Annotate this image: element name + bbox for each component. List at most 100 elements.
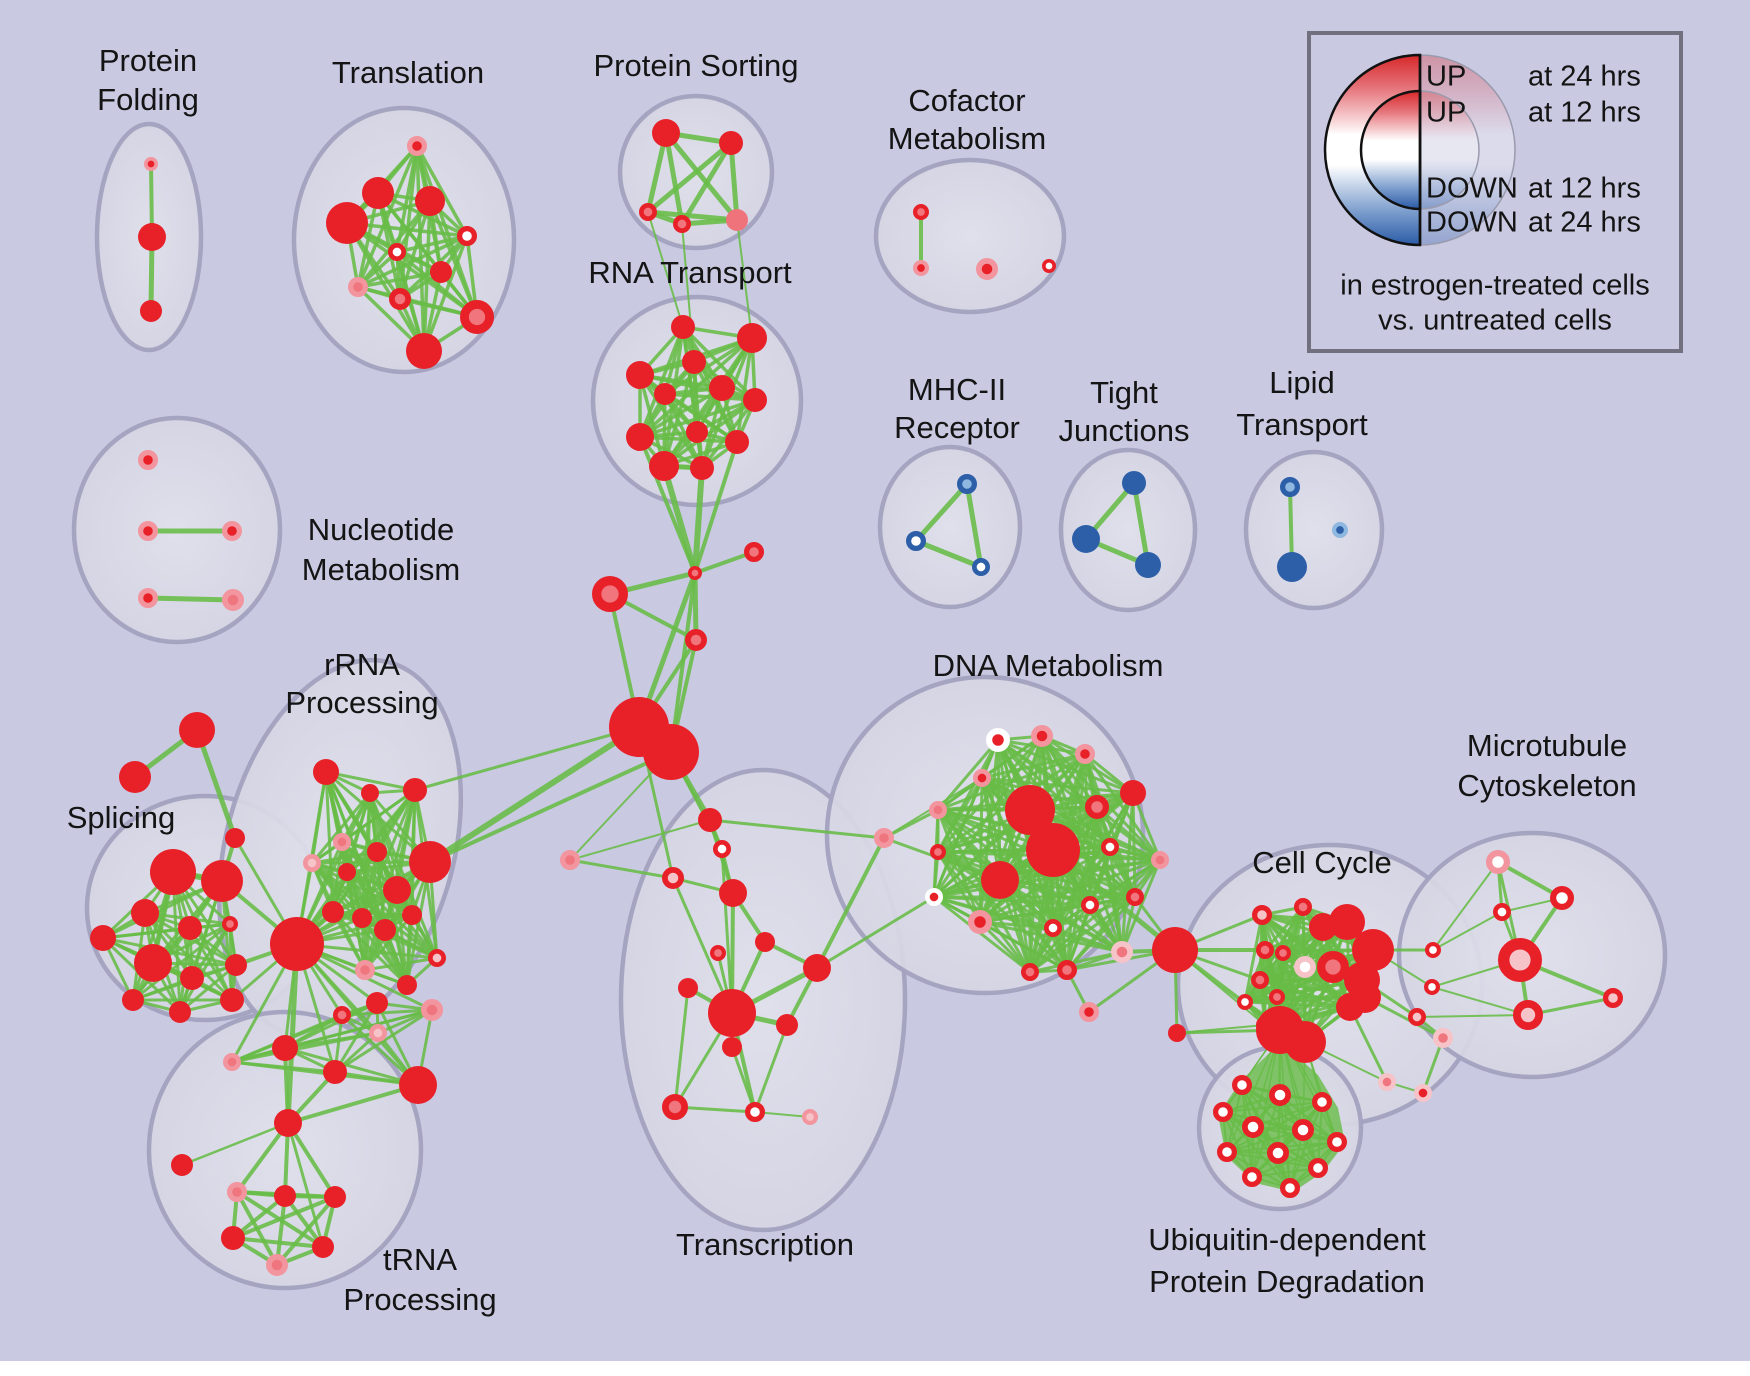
gene-node [1072, 525, 1100, 553]
gene-node [332, 833, 351, 852]
gene-node [1120, 780, 1146, 806]
gene-node [719, 879, 747, 907]
gene-node [274, 1109, 302, 1137]
gene-node [355, 959, 376, 980]
interaction-edge [231, 1236, 325, 1249]
gene-node [324, 1186, 346, 1208]
gene-node [690, 456, 714, 480]
legend-circle-inner-left [1359, 89, 1422, 211]
cluster-label-rrna-processing: Processing [285, 685, 438, 720]
gene-node [367, 842, 387, 862]
interaction-edge [978, 920, 1124, 954]
cluster-label-rna-transport: RNA Transport [588, 255, 792, 290]
gene-node [1152, 927, 1198, 973]
gene-node [1030, 724, 1053, 747]
gene-node [221, 1226, 245, 1250]
interaction-edge [964, 481, 984, 570]
gene-node [1307, 1157, 1328, 1178]
gene-node [150, 849, 196, 895]
interaction-edge [936, 850, 1137, 899]
gene-node [1026, 823, 1080, 877]
interaction-edge [178, 963, 238, 1014]
interaction-edge [663, 130, 685, 227]
gene-node [387, 242, 406, 261]
gene-node [661, 866, 684, 889]
interaction-edge [815, 836, 886, 970]
gene-node [1168, 1024, 1186, 1042]
gene-node [662, 1094, 689, 1121]
interaction-edge [1243, 1000, 1352, 1009]
gene-node [1241, 1115, 1264, 1138]
cluster-label-lipid-transport: Transport [1236, 407, 1368, 442]
interaction-edge [413, 725, 641, 792]
legend-row-label: UP [1426, 97, 1466, 129]
interaction-edge [700, 386, 724, 470]
gene-node [1268, 1083, 1291, 1106]
interaction-edge [1051, 926, 1124, 954]
gene-node [1231, 1074, 1252, 1095]
cluster-label-cofactor-metabolism: Metabolism [888, 121, 1047, 156]
interaction-edge [936, 845, 1112, 854]
interaction-edge [673, 1105, 757, 1114]
interaction-edge [647, 211, 684, 328]
interaction-edge [708, 818, 886, 840]
interaction-edge [145, 595, 236, 603]
interaction-edge [978, 903, 1092, 924]
gene-node [399, 1066, 437, 1104]
interaction-edge [395, 234, 469, 254]
gene-node [1293, 955, 1316, 978]
interaction-edge [427, 724, 642, 865]
interaction-edge [1222, 1101, 1323, 1113]
gene-node [397, 975, 417, 995]
interaction-edge [693, 440, 739, 575]
gene-node [1041, 259, 1056, 274]
interaction-edge [275, 1195, 337, 1267]
gene-node [1074, 743, 1095, 764]
interaction-edge [363, 956, 439, 972]
legend-row-label: DOWN [1426, 207, 1518, 239]
gene-node [905, 530, 926, 551]
interaction-edge [275, 1194, 287, 1267]
gene-node [430, 261, 452, 283]
gene-node [684, 628, 707, 651]
gene-node [138, 223, 166, 251]
gene-node [591, 575, 628, 612]
gene-node [1291, 1118, 1314, 1141]
gene-node [1056, 959, 1077, 980]
gene-node [1274, 945, 1291, 962]
interaction-edge [428, 199, 479, 319]
gene-node [713, 840, 732, 859]
cluster-label-tight-junctions: Tight [1090, 375, 1158, 410]
gene-node [626, 423, 654, 451]
interaction-edge [1416, 1014, 1529, 1018]
interaction-edge [1028, 895, 1137, 974]
gene-node [374, 919, 396, 941]
interaction-edge [692, 465, 705, 576]
gene-node [1602, 987, 1623, 1008]
gene-node [1266, 1141, 1289, 1164]
gene-node [313, 759, 339, 785]
interaction-edge [1263, 905, 1305, 952]
gene-node [744, 1101, 765, 1122]
gene-node [179, 712, 215, 748]
gene-node [1326, 1131, 1347, 1152]
interaction-edge [728, 140, 740, 223]
gene-node [388, 287, 411, 310]
interaction-edge [331, 910, 367, 972]
gene-node [743, 541, 764, 562]
gene-node [985, 727, 1010, 752]
legend-footer-line: vs. untreated cells [1378, 305, 1612, 337]
gene-node [1084, 794, 1109, 819]
interaction-edge [286, 1121, 337, 1199]
cluster-ellipse-cofactor-metabolism [873, 157, 1067, 315]
interaction-edge [363, 913, 414, 972]
cluster-label-trna-processing: Processing [343, 1282, 496, 1317]
interaction-edge [645, 140, 734, 215]
gene-node [122, 989, 144, 1011]
interaction-edge [736, 219, 753, 339]
gene-node [1293, 898, 1312, 917]
cluster-label-translation: Translation [332, 55, 484, 90]
interaction-edge [231, 1195, 337, 1240]
gene-node [972, 558, 991, 577]
